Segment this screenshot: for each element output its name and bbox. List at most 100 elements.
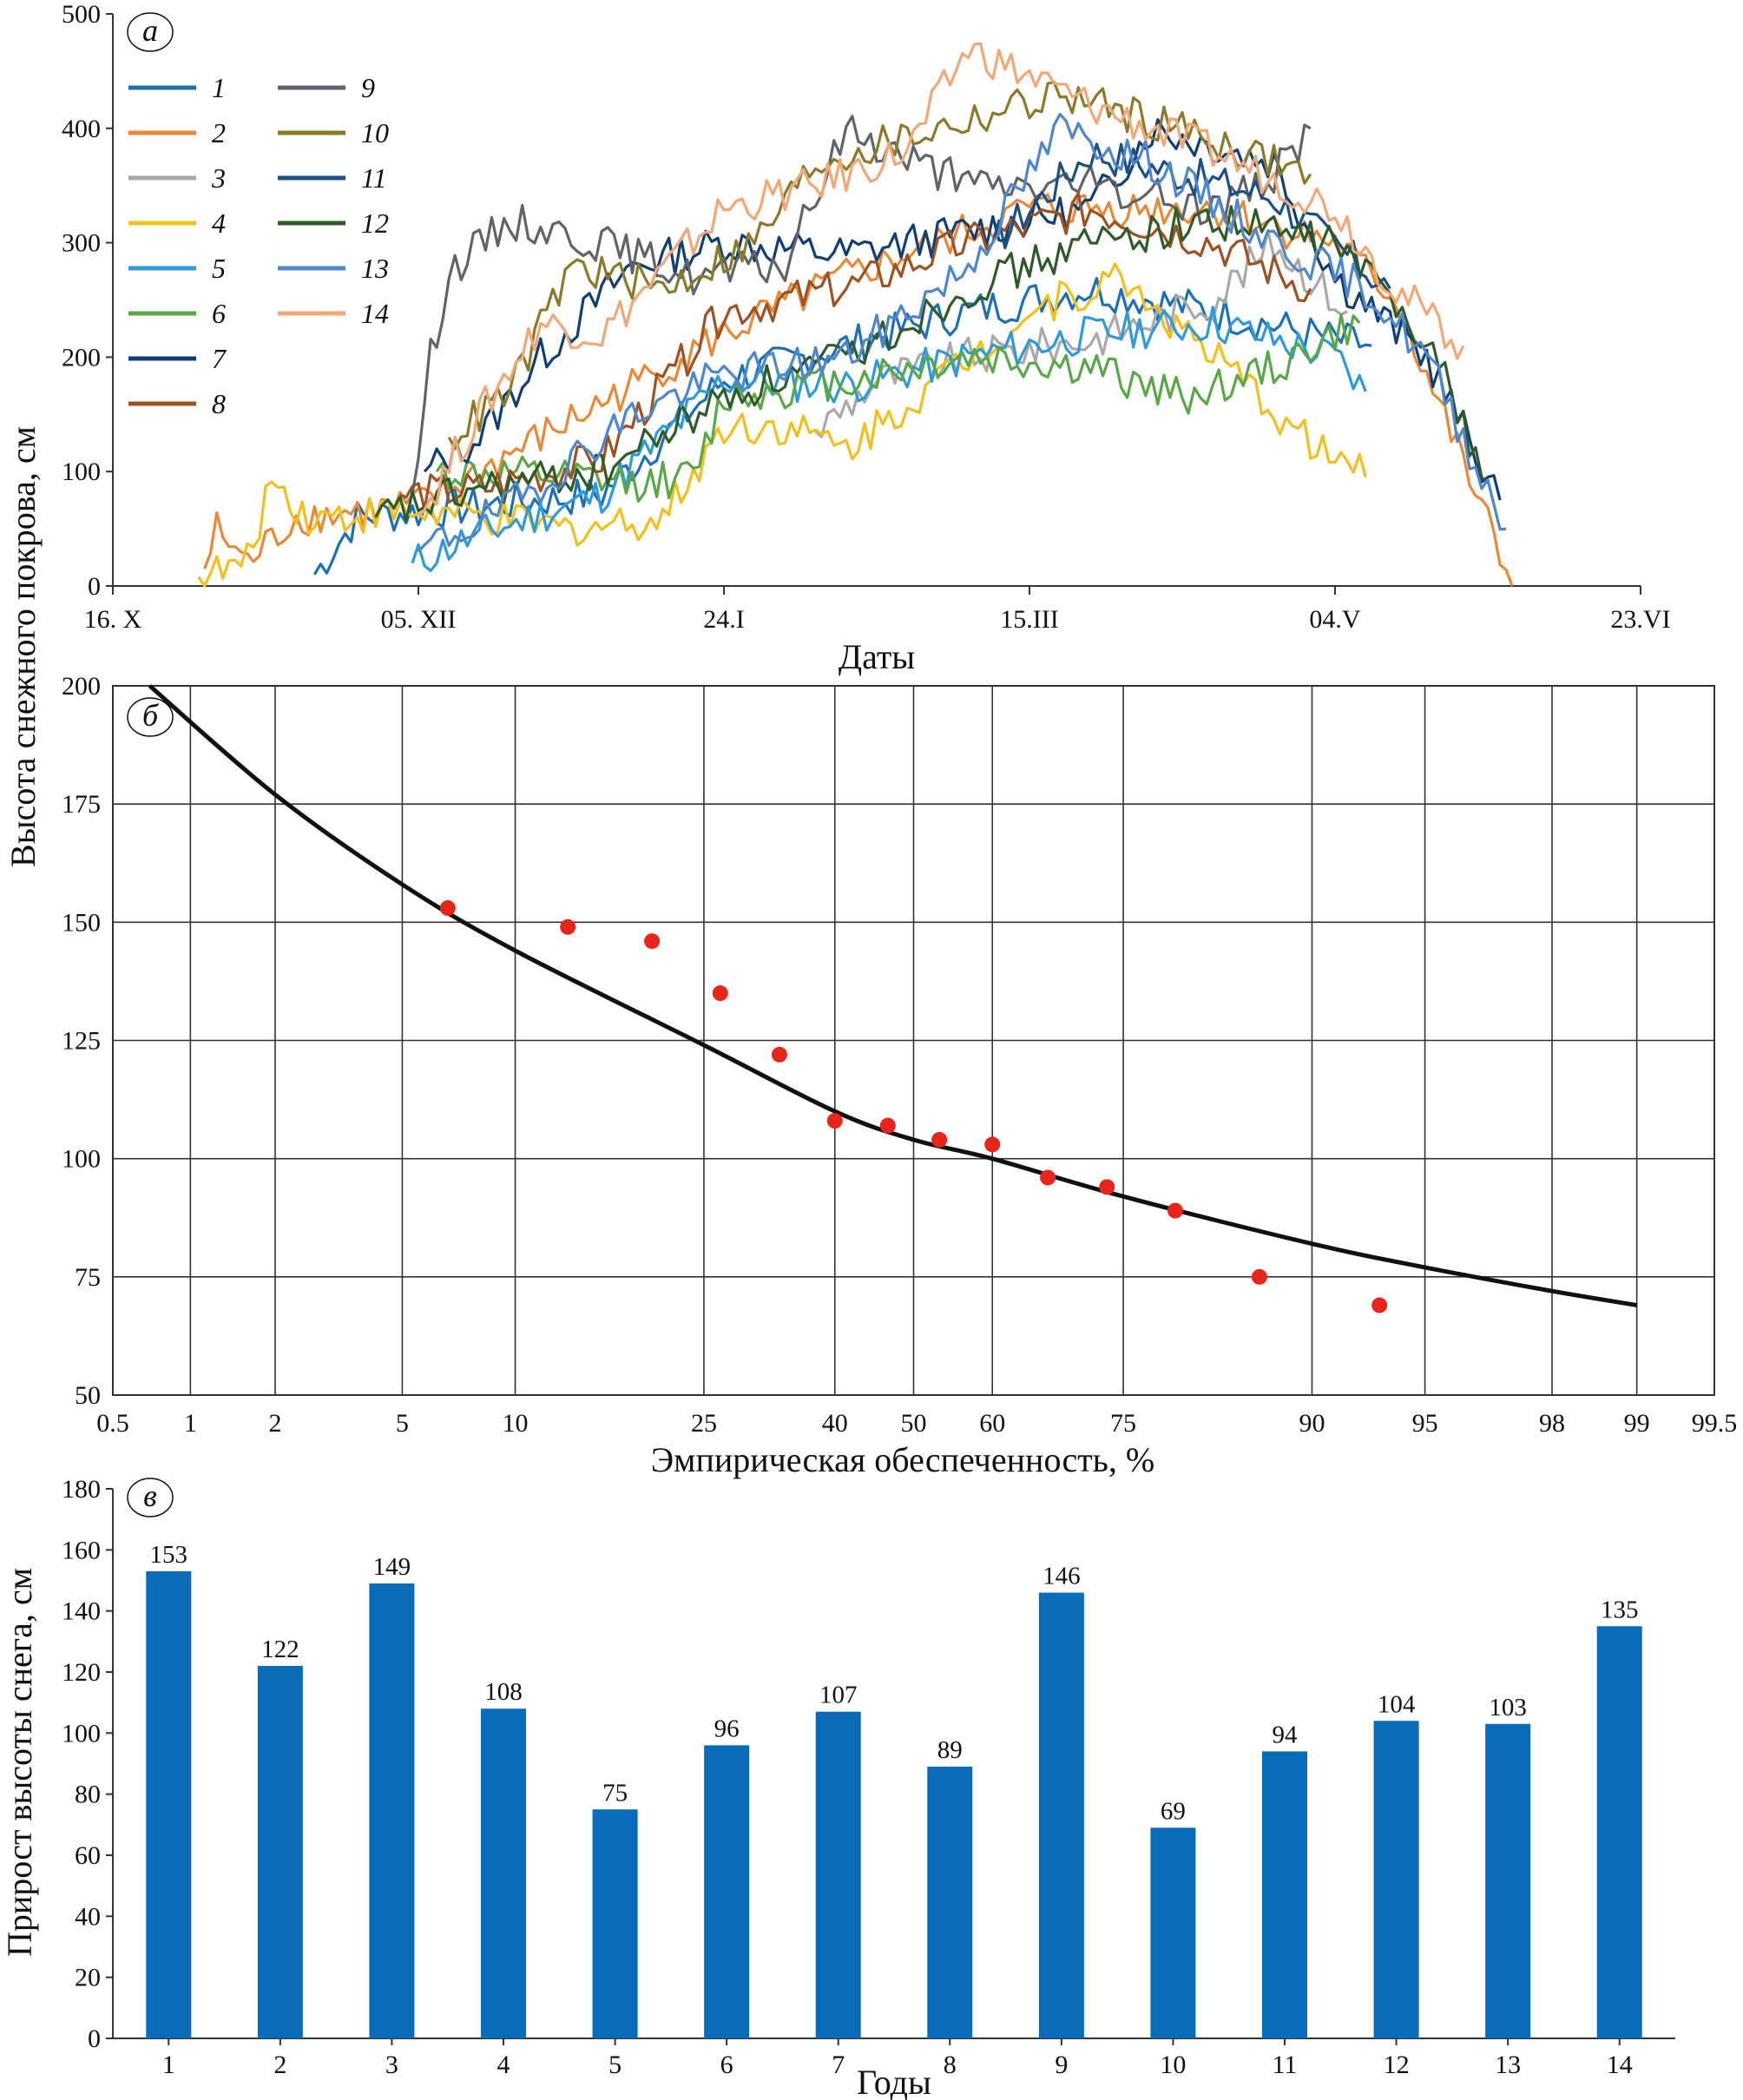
x-tick-label: 2 [273, 2051, 286, 2079]
bar-value-label: 75 [602, 1779, 628, 1807]
y-tick-label: 75 [75, 1263, 101, 1292]
series-line-7 [423, 118, 1502, 501]
legend-label-4: 4 [212, 207, 226, 239]
x-axis-title: Эмпирическая обеспеченность, % [651, 1440, 1155, 1479]
x-tick-label: 15.III [1000, 605, 1058, 634]
y-tick-label: 175 [62, 790, 101, 819]
legend-label-2: 2 [212, 117, 226, 148]
x-tick-label: 3 [385, 2051, 398, 2079]
x-tick-label: 1 [184, 1409, 197, 1438]
x-tick-label: 11 [1273, 2051, 1298, 2079]
y-tick-label: 100 [62, 458, 101, 486]
data-point [560, 918, 576, 935]
y-tick-label: 80 [75, 1781, 101, 1809]
data-point [439, 899, 456, 916]
bar-value-label: 107 [819, 1682, 858, 1709]
y-tick-label: 140 [62, 1597, 101, 1626]
series-line-13 [417, 112, 1507, 553]
shared-y-axis-title: Высота снежного покрова, см [3, 426, 43, 867]
y-tick-label: 150 [62, 908, 101, 937]
x-tick-label: 16. X [84, 605, 142, 634]
legend-label-9: 9 [361, 72, 375, 103]
panel-c-bar-chart: Прирост высоты снега, см 0 20 40 60 80 100 120 1… [0, 1475, 1675, 2100]
x-tick-label: 13 [1495, 2051, 1521, 2079]
x-tick-label: 12 [1384, 2051, 1410, 2079]
x-tick-label: 05. XII [381, 605, 457, 634]
y-axis-title: Прирост высоты снега, см [0, 1568, 39, 1957]
legend-label-6: 6 [212, 298, 226, 329]
data-point [1251, 1268, 1267, 1285]
series-line-11 [991, 142, 1391, 290]
bar-value-label: 135 [1601, 1596, 1639, 1623]
x-tick-label: 5 [396, 1409, 409, 1438]
x-tick-label: 75 [1110, 1409, 1136, 1438]
panel-letter-circle [127, 12, 174, 52]
series-line-9 [411, 115, 1312, 495]
y-tick-label: 500 [62, 0, 101, 29]
x-tick-label: 5 [608, 2051, 622, 2079]
bar-value-label: 149 [373, 1553, 411, 1581]
bar-3 [369, 1583, 415, 2038]
legend-label-1: 1 [212, 72, 226, 103]
x-tick-label: 7 [832, 2051, 845, 2079]
bar-value-label: 122 [261, 1636, 299, 1663]
y-tick-label: 100 [62, 1145, 101, 1174]
y-tick-label: 200 [62, 672, 101, 701]
y-tick-label: 0 [88, 2024, 101, 2053]
series-line-3 [814, 228, 1348, 438]
legend-label-12: 12 [361, 207, 389, 239]
series-line-6 [435, 313, 1361, 504]
bar-7 [815, 1711, 861, 2038]
y-tick-label: 300 [62, 229, 101, 258]
x-tick-label: 10 [503, 1409, 529, 1438]
x-tick-label: 8 [944, 2051, 957, 2079]
x-tick-label: 95 [1412, 1409, 1438, 1438]
data-point [1371, 1297, 1388, 1313]
bar-8 [927, 1767, 973, 2038]
legend-label-7: 7 [212, 343, 227, 374]
legend-label-8: 8 [212, 388, 226, 419]
y-tick-label: 180 [62, 1475, 101, 1504]
bar-10 [1150, 1827, 1196, 2038]
fitted-curve [148, 684, 1638, 1307]
y-tick-label: 100 [62, 1719, 101, 1748]
series-line-12 [374, 205, 1490, 523]
bar-value-label: 104 [1378, 1690, 1416, 1718]
legend-label-14: 14 [361, 298, 389, 329]
panel-a-line-chart: 0 100 200 300 400 500 16. X 05. XII 24.I 15.III 04… [62, 0, 1671, 676]
data-point [826, 1113, 843, 1129]
panel-letter: а [142, 13, 158, 48]
bar-value-label: 146 [1043, 1563, 1081, 1590]
x-tick-label: 10 [1160, 2051, 1186, 2079]
panel-letter-circle [127, 697, 174, 737]
bar-value-label: 153 [150, 1541, 188, 1569]
x-axis-title: Даты [839, 637, 915, 676]
bar-5 [592, 1809, 638, 2038]
bar-2 [257, 1665, 303, 2038]
bar-4 [481, 1708, 526, 2038]
bar-13 [1485, 1723, 1531, 2038]
x-tick-label: 14 [1607, 2051, 1633, 2079]
panel-letter-circle [127, 1478, 174, 1517]
legend-label-5: 5 [212, 253, 226, 284]
bar-12 [1373, 1721, 1419, 2038]
bar-14 [1596, 1626, 1642, 2038]
panel-letter: в [143, 1478, 157, 1513]
legend-label-10: 10 [361, 117, 389, 148]
bar-1 [146, 1570, 192, 2038]
y-tick-label: 40 [75, 1902, 101, 1931]
x-tick-label: 2 [268, 1409, 281, 1438]
y-tick-label: 0 [88, 572, 101, 601]
x-tick-label: 04.V [1309, 605, 1361, 634]
bar-value-label: 96 [714, 1715, 740, 1742]
bar-value-label: 103 [1489, 1694, 1527, 1721]
y-tick-label: 120 [62, 1658, 101, 1687]
data-point [1167, 1202, 1183, 1219]
x-tick-label: 25 [691, 1409, 717, 1438]
x-tick-label: 0.5 [96, 1409, 129, 1438]
data-point [1040, 1169, 1056, 1186]
y-tick-label: 125 [62, 1027, 101, 1056]
legend-label-3: 3 [211, 162, 226, 194]
